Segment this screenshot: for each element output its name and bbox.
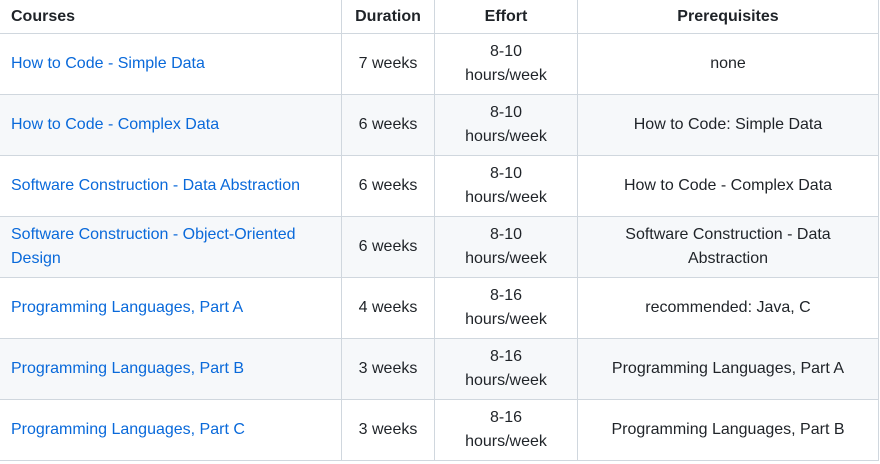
table-header-row: Courses Duration Effort Prerequisites [0,0,879,34]
table-row: How to Code - Simple Data 7 weeks 8-10 h… [0,33,879,95]
duration-cell: 6 weeks [341,155,435,217]
duration-cell: 6 weeks [341,94,435,156]
column-header-effort: Effort [434,0,578,34]
effort-cell: 8-10 hours/week [434,94,578,156]
column-header-duration: Duration [341,0,435,34]
effort-cell: 8-16 hours/week [434,277,578,339]
prerequisites-cell: Programming Languages, Part A [577,338,879,400]
course-link[interactable]: Programming Languages, Part A [11,299,244,316]
column-header-prerequisites: Prerequisites [577,0,879,34]
table-row: Programming Languages, Part C 3 weeks 8-… [0,399,879,461]
table-row: How to Code - Complex Data 6 weeks 8-10 … [0,94,879,156]
prerequisites-cell: Programming Languages, Part B [577,399,879,461]
table-row: Programming Languages, Part A 4 weeks 8-… [0,277,879,339]
course-link[interactable]: Programming Languages, Part B [11,360,245,377]
course-link[interactable]: How to Code - Complex Data [11,116,220,133]
duration-cell: 4 weeks [341,277,435,339]
course-link[interactable]: Programming Languages, Part C [11,421,245,438]
duration-cell: 6 weeks [341,216,435,278]
course-link[interactable]: Software Construction - Data Abstraction [11,177,301,194]
course-cell: Software Construction - Object-Oriented … [0,216,342,278]
effort-cell: 8-16 hours/week [434,399,578,461]
effort-cell: 8-10 hours/week [434,33,578,95]
prerequisites-cell: recommended: Java, C [577,277,879,339]
duration-cell: 3 weeks [341,399,435,461]
duration-cell: 3 weeks [341,338,435,400]
course-cell: Programming Languages, Part C [0,399,342,461]
table-row: Programming Languages, Part B 3 weeks 8-… [0,338,879,400]
effort-cell: 8-10 hours/week [434,216,578,278]
course-link[interactable]: How to Code - Simple Data [11,55,205,72]
prerequisites-cell: How to Code: Simple Data [577,94,879,156]
course-cell: Programming Languages, Part A [0,277,342,339]
table-row: Software Construction - Object-Oriented … [0,216,879,278]
duration-cell: 7 weeks [341,33,435,95]
prerequisites-cell: none [577,33,879,95]
effort-cell: 8-16 hours/week [434,338,578,400]
course-cell: How to Code - Complex Data [0,94,342,156]
course-cell: Software Construction - Data Abstraction [0,155,342,217]
effort-cell: 8-10 hours/week [434,155,578,217]
prerequisites-cell: How to Code - Complex Data [577,155,879,217]
prerequisites-cell: Software Construction - Data Abstraction [577,216,879,278]
column-header-courses: Courses [0,0,342,34]
course-cell: How to Code - Simple Data [0,33,342,95]
course-cell: Programming Languages, Part B [0,338,342,400]
table-row: Software Construction - Data Abstraction… [0,155,879,217]
course-link[interactable]: Software Construction - Object-Oriented … [11,226,296,267]
